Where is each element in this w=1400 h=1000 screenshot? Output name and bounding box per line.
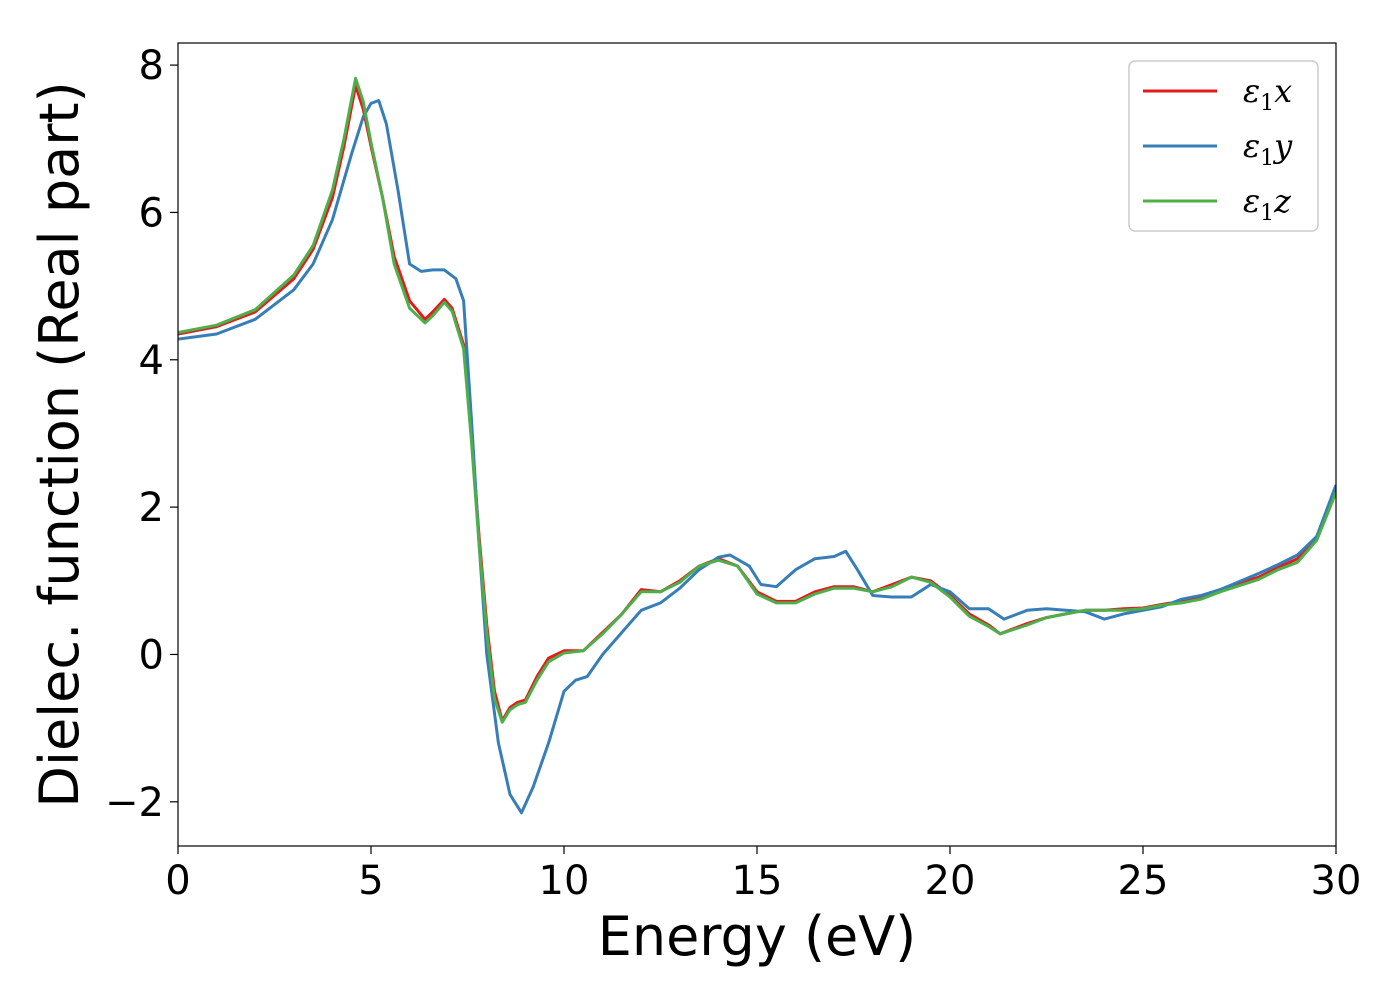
y-tick-label: 2 <box>139 485 164 531</box>
x-axis-title: Energy (eV) <box>598 905 917 968</box>
legend-box <box>1128 60 1319 232</box>
legend-label-x: ε1x <box>1243 72 1292 116</box>
x-tick-label: 0 <box>165 858 190 904</box>
legend: ε1x ε1y ε1z <box>1128 60 1319 232</box>
series-line-y <box>178 99 1336 815</box>
x-tick-label: 25 <box>1118 858 1169 904</box>
series-layer <box>178 76 1336 815</box>
x-tick-label: 30 <box>1311 858 1362 904</box>
x-tick-label: 20 <box>925 858 976 904</box>
series-line-z <box>178 76 1336 724</box>
y-tick-label: 0 <box>139 632 164 678</box>
legend-label-z: ε1z <box>1243 182 1292 226</box>
x-tick-label: 10 <box>539 858 590 904</box>
x-tick-label: 5 <box>358 858 383 904</box>
legend-label-y: ε1y <box>1243 127 1293 171</box>
y-tick-label: 8 <box>139 43 164 89</box>
y-tick-label: −2 <box>105 780 164 826</box>
y-axis-title: Dielec. function (Real part) <box>28 81 91 807</box>
y-tick-label: 6 <box>139 190 164 236</box>
x-tick-label: 15 <box>732 858 783 904</box>
y-tick-label: 4 <box>139 338 164 384</box>
